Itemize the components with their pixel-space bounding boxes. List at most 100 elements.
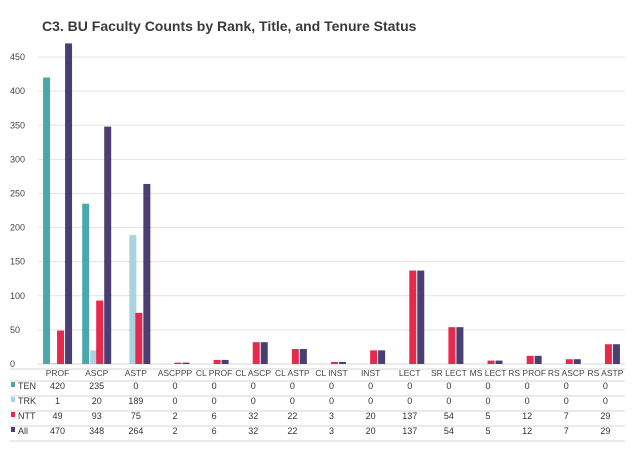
data-label-ntt: 6 — [212, 411, 217, 421]
category-label: SR LECT — [431, 368, 467, 378]
bar-all — [534, 355, 542, 364]
bar-all — [456, 327, 464, 364]
bar-all — [339, 361, 346, 364]
bar-trk — [51, 363, 59, 364]
legend-swatch-all — [11, 427, 15, 432]
legend-label-ntt: NTT — [18, 411, 36, 421]
data-label-ntt: 5 — [486, 411, 491, 421]
data-label-ten: 0 — [212, 381, 217, 391]
data-label-ten: 0 — [446, 381, 451, 391]
bar-ntt — [291, 348, 299, 364]
category-label: CL ASCP — [235, 368, 271, 378]
data-label-all: 470 — [50, 426, 65, 436]
data-label-ntt: 12 — [522, 411, 532, 421]
data-label-trk: 0 — [251, 396, 256, 406]
category-label: ASCPPP — [158, 368, 193, 378]
category-label: RS ASCP — [548, 368, 585, 378]
bar-ntt — [331, 361, 338, 364]
data-label-ntt: 29 — [600, 411, 610, 421]
bar-all — [495, 360, 503, 364]
data-label-ten: 0 — [368, 381, 373, 391]
y-tick-label: 100 — [10, 291, 25, 301]
bar-trk — [90, 350, 98, 364]
bar-ntt — [565, 359, 573, 364]
bar-ntt — [213, 359, 221, 364]
bar-all — [221, 359, 229, 364]
data-label-ten: 0 — [564, 381, 569, 391]
bar-all — [182, 362, 190, 364]
data-label-trk: 0 — [290, 396, 295, 406]
bar-all — [65, 43, 73, 365]
category-label: PROF — [46, 368, 70, 378]
bar-trk — [129, 235, 137, 364]
category-label: CL ASTP — [275, 368, 310, 378]
data-label-ntt: 20 — [366, 411, 376, 421]
category-label: CL PROF — [196, 368, 233, 378]
bar-all — [417, 270, 425, 364]
legend-swatch-ten — [11, 382, 15, 387]
data-label-ten: 0 — [251, 381, 256, 391]
data-label-ntt: 7 — [564, 411, 569, 421]
data-label-trk: 0 — [212, 396, 217, 406]
bar-ntt — [57, 330, 65, 364]
data-label-all: 32 — [248, 426, 258, 436]
data-label-trk: 0 — [368, 396, 373, 406]
data-label-all: 5 — [486, 426, 491, 436]
legend-label-all: All — [18, 426, 28, 436]
data-label-ten: 0 — [290, 381, 295, 391]
bar-ten — [43, 77, 51, 364]
category-label: CL INST — [315, 368, 347, 378]
data-label-trk: 0 — [486, 396, 491, 406]
data-label-ten: 0 — [486, 381, 491, 391]
data-label-trk: 0 — [525, 396, 530, 406]
data-label-all: 6 — [212, 426, 217, 436]
y-tick-label: 0 — [10, 359, 15, 369]
category-label: RS PROF — [508, 368, 546, 378]
data-label-ten: 0 — [133, 381, 138, 391]
data-label-ten: 0 — [603, 381, 608, 391]
category-label: MS LECT — [470, 368, 507, 378]
bar-ntt — [96, 300, 104, 364]
bar-ntt — [252, 342, 260, 364]
data-label-all: 3 — [329, 426, 334, 436]
data-label-ntt: 2 — [172, 411, 177, 421]
data-label-ten: 235 — [89, 381, 104, 391]
bar-ntt — [526, 355, 534, 364]
category-label: ASTP — [125, 368, 148, 378]
legend-swatch-trk — [11, 397, 15, 402]
data-label-all: 22 — [287, 426, 297, 436]
data-label-trk: 0 — [172, 396, 177, 406]
bar-ntt — [604, 344, 612, 364]
data-label-all: 54 — [444, 426, 454, 436]
legend-swatch-ntt — [11, 412, 15, 417]
bar-ntt — [370, 350, 378, 364]
category-label: INST — [361, 368, 380, 378]
data-label-ntt: 54 — [444, 411, 454, 421]
bar-ntt — [409, 270, 417, 364]
legend-label-ten: TEN — [18, 381, 36, 391]
data-label-trk: 0 — [329, 396, 334, 406]
data-label-all: 29 — [600, 426, 610, 436]
legend-label-trk: TRK — [18, 396, 36, 406]
data-label-all: 137 — [402, 426, 417, 436]
bar-ntt — [135, 312, 143, 364]
data-label-trk: 0 — [564, 396, 569, 406]
data-label-all: 7 — [564, 426, 569, 436]
bar-all — [573, 359, 581, 364]
data-label-trk: 1 — [55, 396, 60, 406]
y-tick-label: 150 — [10, 257, 25, 267]
data-label-ten: 0 — [525, 381, 530, 391]
bar-all — [612, 344, 620, 364]
bar-ntt — [174, 362, 182, 364]
data-label-ntt: 32 — [248, 411, 258, 421]
bar-ten — [82, 203, 90, 364]
bar-ntt — [448, 327, 456, 364]
data-label-ntt: 137 — [402, 411, 417, 421]
y-tick-label: 50 — [10, 325, 20, 335]
category-label: ASCP — [85, 368, 108, 378]
data-label-all: 2 — [172, 426, 177, 436]
data-label-trk: 0 — [603, 396, 608, 406]
data-label-trk: 189 — [128, 396, 143, 406]
chart-title: C3. BU Faculty Counts by Rank, Title, an… — [42, 18, 417, 34]
